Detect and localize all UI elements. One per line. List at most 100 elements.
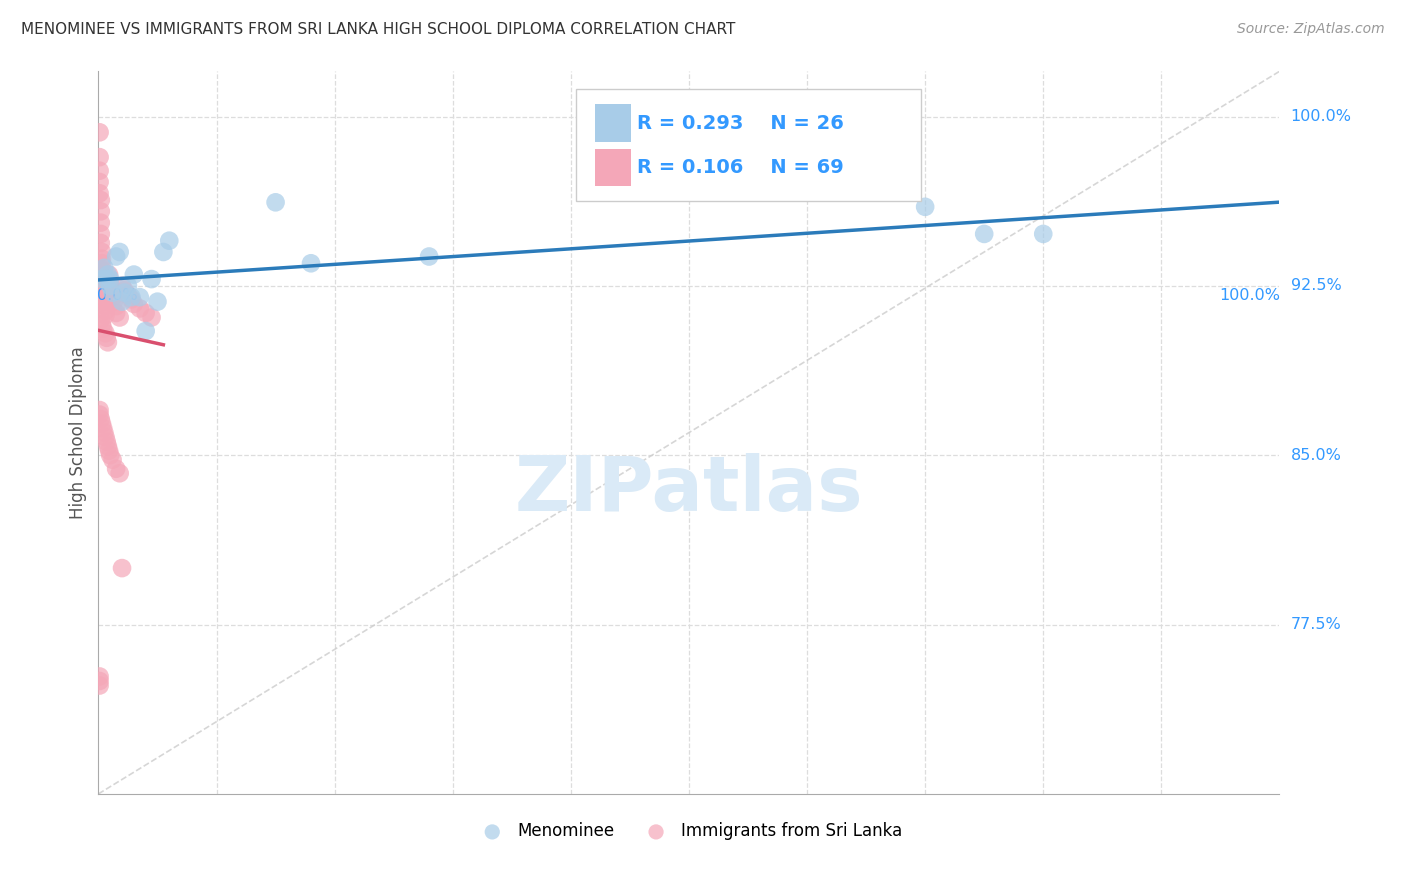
Point — [89, 403, 111, 417]
Point — [1032, 227, 1054, 241]
Point — [96, 331, 118, 345]
Point — [89, 125, 111, 139]
Point — [91, 256, 114, 270]
Point — [112, 284, 135, 298]
Point — [108, 310, 131, 325]
Point — [105, 461, 128, 475]
Point — [101, 290, 124, 304]
Point — [121, 290, 143, 304]
Point — [89, 175, 111, 189]
Point — [141, 310, 163, 325]
Point — [105, 306, 128, 320]
Legend: Menominee, Immigrants from Sri Lanka: Menominee, Immigrants from Sri Lanka — [470, 815, 908, 847]
Point — [97, 335, 120, 350]
Point — [112, 285, 135, 300]
Point — [103, 294, 125, 309]
Point — [914, 200, 936, 214]
Point — [89, 186, 111, 201]
Text: R = 0.293    N = 26: R = 0.293 N = 26 — [637, 113, 844, 133]
Point — [101, 452, 124, 467]
Point — [90, 227, 112, 241]
Point — [97, 293, 120, 307]
Point — [90, 312, 112, 326]
Point — [128, 290, 150, 304]
Point — [90, 204, 112, 219]
Point — [91, 269, 114, 284]
Point — [128, 301, 150, 316]
Text: 85.0%: 85.0% — [1291, 448, 1341, 463]
Point — [89, 678, 111, 692]
Point — [98, 268, 121, 282]
Point — [101, 285, 124, 300]
Point — [90, 235, 112, 250]
Point — [299, 256, 322, 270]
Text: 0.0%: 0.0% — [97, 288, 138, 303]
Point — [98, 272, 121, 286]
Point — [91, 245, 114, 260]
Text: 100.0%: 100.0% — [1219, 288, 1281, 303]
Point — [96, 272, 118, 286]
Text: 100.0%: 100.0% — [1291, 109, 1351, 124]
Point — [98, 443, 121, 458]
Point — [91, 322, 114, 336]
Point — [111, 278, 134, 293]
Point — [90, 216, 112, 230]
Point — [152, 245, 174, 260]
Point — [98, 281, 121, 295]
Point — [100, 285, 122, 300]
Point — [94, 303, 117, 318]
Point — [105, 299, 128, 313]
Point — [89, 673, 111, 688]
Point — [89, 163, 111, 178]
Point — [117, 278, 139, 293]
Point — [94, 299, 117, 313]
Point — [264, 195, 287, 210]
Point — [89, 669, 111, 683]
Point — [98, 448, 121, 462]
Point — [93, 260, 115, 275]
Point — [97, 288, 120, 302]
Point — [98, 277, 121, 291]
Point — [96, 277, 118, 291]
Text: ZIPatlas: ZIPatlas — [515, 453, 863, 527]
Point — [91, 278, 114, 293]
Point — [135, 324, 157, 338]
Point — [97, 268, 120, 282]
Point — [111, 294, 134, 309]
Point — [117, 288, 139, 302]
Point — [93, 288, 115, 302]
Point — [122, 268, 145, 282]
Point — [91, 317, 114, 331]
Point — [89, 408, 111, 422]
Point — [89, 150, 111, 164]
Point — [111, 561, 134, 575]
Point — [146, 294, 169, 309]
Point — [105, 250, 128, 264]
Point — [141, 272, 163, 286]
Text: R = 0.106    N = 69: R = 0.106 N = 69 — [637, 158, 844, 178]
Point — [91, 252, 114, 266]
Point — [91, 421, 114, 435]
Point — [94, 326, 117, 341]
Point — [93, 425, 115, 440]
Point — [94, 430, 117, 444]
Point — [90, 412, 112, 426]
Y-axis label: High School Diploma: High School Diploma — [69, 346, 87, 519]
Text: Source: ZipAtlas.com: Source: ZipAtlas.com — [1237, 22, 1385, 37]
Point — [157, 234, 180, 248]
Point — [96, 434, 118, 449]
Point — [91, 274, 114, 288]
Point — [91, 272, 114, 286]
Point — [96, 272, 118, 286]
Point — [108, 245, 131, 260]
Point — [90, 193, 112, 207]
Point — [91, 263, 114, 277]
Point — [91, 417, 114, 431]
Point — [94, 308, 117, 322]
Point — [973, 227, 995, 241]
Point — [108, 467, 131, 481]
Point — [91, 284, 114, 298]
Text: MENOMINEE VS IMMIGRANTS FROM SRI LANKA HIGH SCHOOL DIPLOMA CORRELATION CHART: MENOMINEE VS IMMIGRANTS FROM SRI LANKA H… — [21, 22, 735, 37]
Point — [122, 297, 145, 311]
Point — [97, 439, 120, 453]
